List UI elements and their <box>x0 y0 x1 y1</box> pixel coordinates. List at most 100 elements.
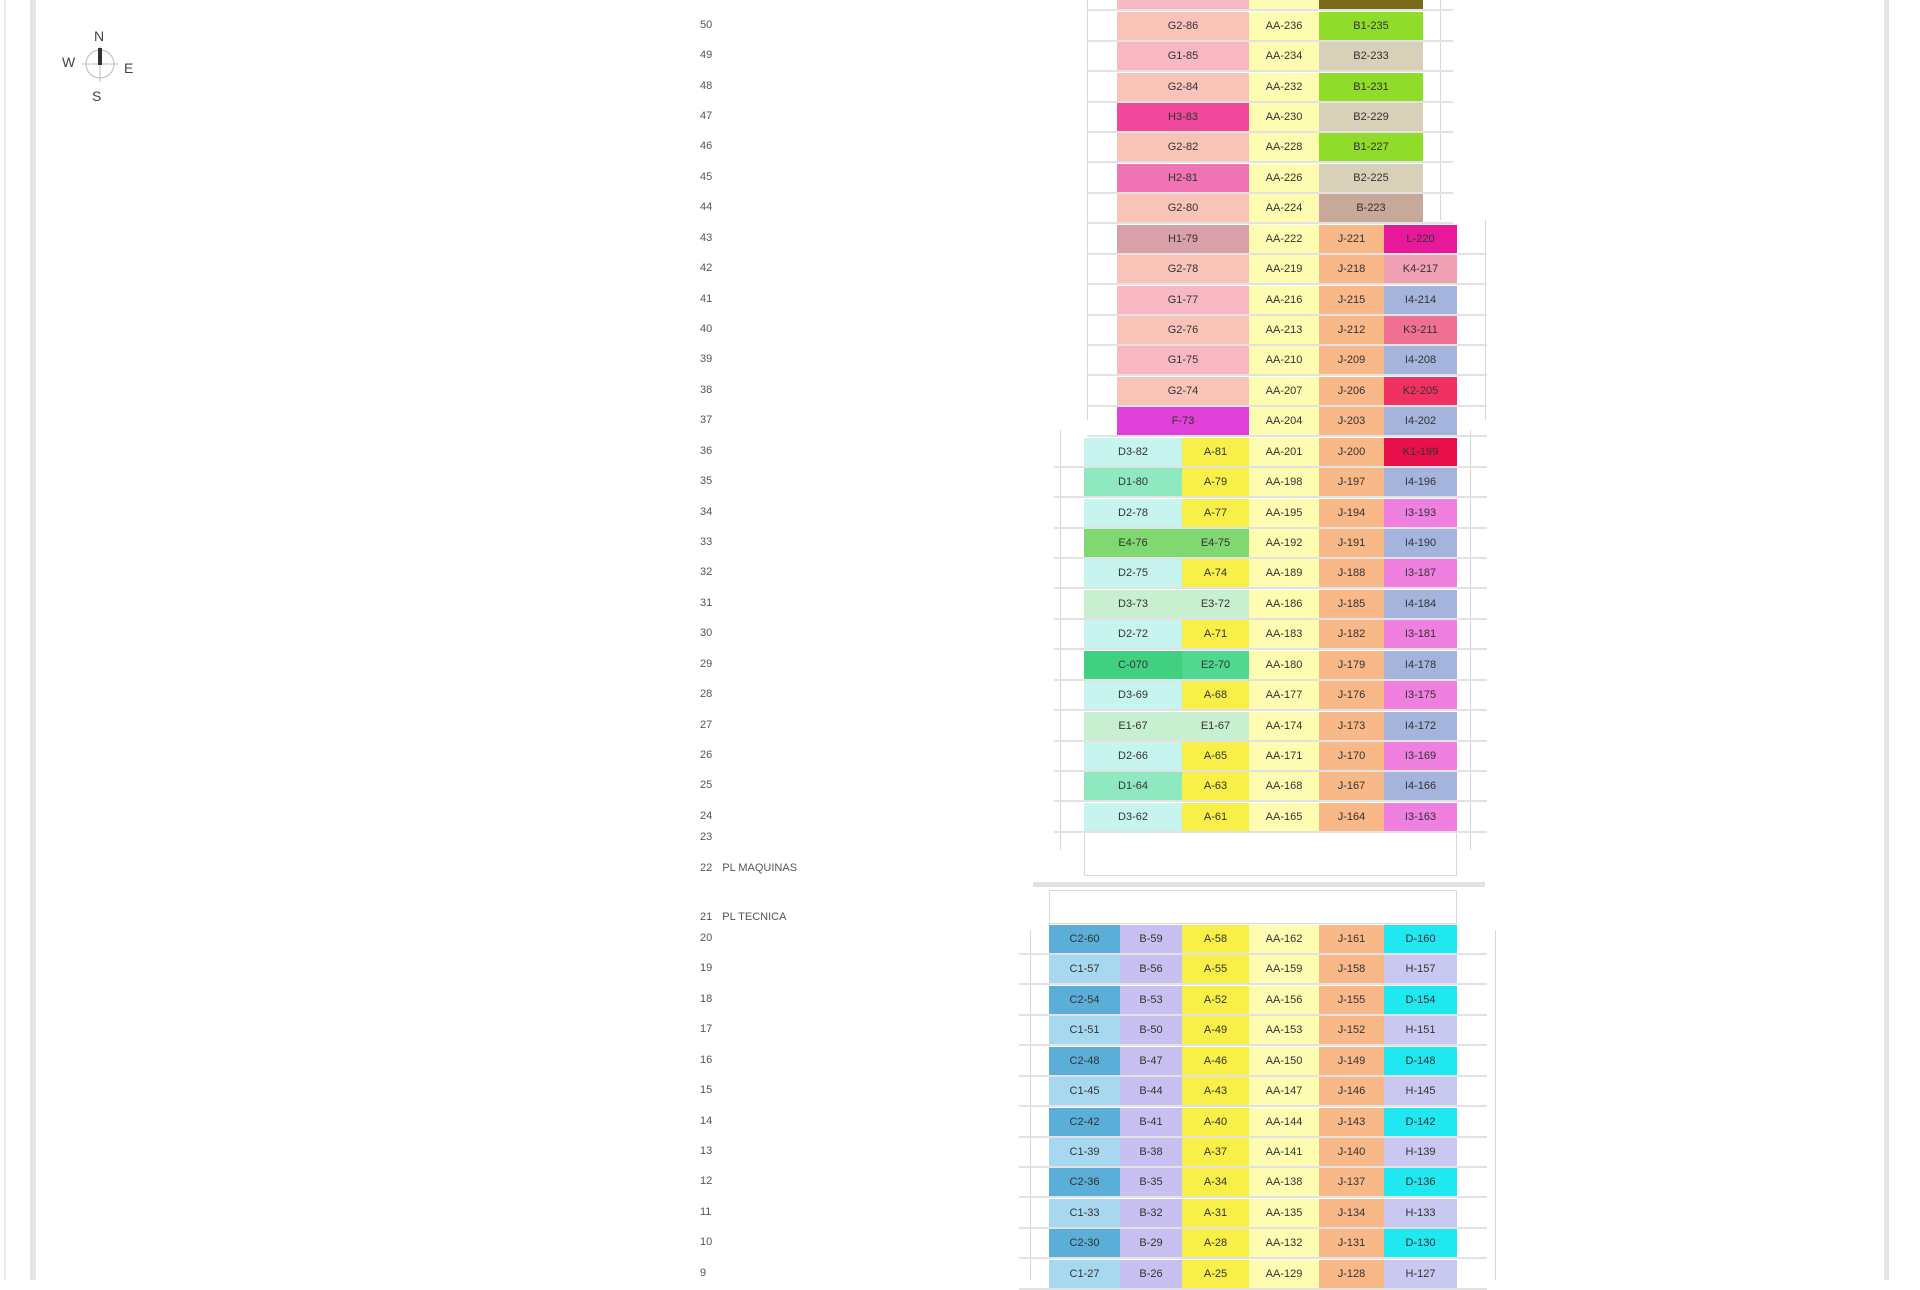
unit-cell[interactable]: B1-227 <box>1319 133 1423 161</box>
unit-cell[interactable]: G1-77 <box>1117 286 1249 314</box>
unit-cell[interactable]: AA-213 <box>1249 316 1319 344</box>
unit-cell[interactable]: B1-231 <box>1319 73 1423 101</box>
unit-cell[interactable]: B-38 <box>1120 1138 1182 1166</box>
unit-cell[interactable]: B2-233 <box>1319 42 1423 70</box>
unit-cell[interactable]: AA-232 <box>1249 73 1319 101</box>
unit-cell[interactable]: G2-76 <box>1117 316 1249 344</box>
unit-cell[interactable]: G2-86 <box>1117 12 1249 40</box>
unit-cell[interactable]: J-197 <box>1319 468 1384 496</box>
unit-cell[interactable]: B-50 <box>1120 1016 1182 1044</box>
unit-cell[interactable]: I4-190 <box>1384 529 1457 557</box>
unit-cell[interactable]: AA-228 <box>1249 133 1319 161</box>
unit-cell[interactable]: AA-204 <box>1249 407 1319 435</box>
unit-cell[interactable]: D3-73 <box>1084 590 1182 618</box>
unit-cell[interactable]: B-47 <box>1120 1047 1182 1075</box>
unit-cell[interactable]: J-152 <box>1319 1016 1384 1044</box>
unit-cell[interactable]: J-149 <box>1319 1047 1384 1075</box>
unit-cell[interactable]: I3-193 <box>1384 499 1457 527</box>
unit-cell[interactable]: AA-156 <box>1249 986 1319 1014</box>
unit-cell[interactable]: AA-226 <box>1249 164 1319 192</box>
unit-cell[interactable]: K2-205 <box>1384 377 1457 405</box>
unit-cell[interactable]: B-53 <box>1120 986 1182 1014</box>
unit-cell[interactable]: I3-163 <box>1384 803 1457 831</box>
unit-cell[interactable]: J-137 <box>1319 1168 1384 1196</box>
unit-cell[interactable]: C1-57 <box>1049 955 1120 983</box>
unit-cell[interactable]: AA-141 <box>1249 1138 1319 1166</box>
unit-cell[interactable]: A-79 <box>1182 468 1249 496</box>
unit-cell[interactable]: C-070 <box>1084 651 1182 679</box>
unit-cell[interactable]: C2-54 <box>1049 986 1120 1014</box>
unit-cell[interactable]: J-200 <box>1319 438 1384 466</box>
unit-cell[interactable]: J-206 <box>1319 377 1384 405</box>
unit-cell[interactable]: A-71 <box>1182 620 1249 648</box>
unit-cell[interactable]: B-35 <box>1120 1168 1182 1196</box>
unit-cell[interactable]: D-148 <box>1384 1047 1457 1075</box>
unit-cell[interactable]: J-173 <box>1319 712 1384 740</box>
unit-cell[interactable]: J-203 <box>1319 407 1384 435</box>
unit-cell[interactable]: B-32 <box>1120 1199 1182 1227</box>
unit-cell[interactable]: AA-207 <box>1249 377 1319 405</box>
unit-cell[interactable]: A-58 <box>1182 925 1249 953</box>
unit-cell[interactable]: K3-211 <box>1384 316 1457 344</box>
unit-cell[interactable]: AA-238 <box>1249 0 1319 9</box>
unit-cell[interactable]: A-34 <box>1182 1168 1249 1196</box>
unit-cell[interactable]: AA-186 <box>1249 590 1319 618</box>
unit-cell[interactable]: A-68 <box>1182 681 1249 709</box>
unit-cell[interactable]: J-164 <box>1319 803 1384 831</box>
unit-cell[interactable]: E3-72 <box>1182 590 1249 618</box>
unit-cell[interactable]: C2-48 <box>1049 1047 1120 1075</box>
unit-cell[interactable]: J-176 <box>1319 681 1384 709</box>
unit-cell[interactable]: B-26 <box>1120 1260 1182 1288</box>
unit-cell[interactable]: A-61 <box>1182 803 1249 831</box>
unit-cell[interactable]: AA-162 <box>1249 925 1319 953</box>
unit-cell[interactable]: AA-138 <box>1249 1168 1319 1196</box>
unit-cell[interactable]: J-155 <box>1319 986 1384 1014</box>
unit-cell[interactable]: AA-144 <box>1249 1108 1319 1136</box>
unit-cell[interactable]: J-179 <box>1319 651 1384 679</box>
unit-cell[interactable]: C2-36 <box>1049 1168 1120 1196</box>
unit-cell[interactable]: B-29 <box>1120 1229 1182 1257</box>
unit-cell[interactable]: J-212 <box>1319 316 1384 344</box>
unit-cell[interactable]: B2-229 <box>1319 103 1423 131</box>
unit-cell[interactable]: F-73 <box>1117 407 1249 435</box>
unit-cell[interactable]: D-160 <box>1384 925 1457 953</box>
unit-cell[interactable]: H-145 <box>1384 1077 1457 1105</box>
unit-cell[interactable]: C1-45 <box>1049 1077 1120 1105</box>
unit-cell[interactable]: J-140 <box>1319 1138 1384 1166</box>
unit-cell[interactable]: AA-150 <box>1249 1047 1319 1075</box>
unit-cell[interactable]: J-170 <box>1319 742 1384 770</box>
unit-cell[interactable]: G1-85 <box>1117 42 1249 70</box>
unit-cell[interactable]: I4-166 <box>1384 772 1457 800</box>
unit-cell[interactable]: I4-184 <box>1384 590 1457 618</box>
unit-cell[interactable]: I4-214 <box>1384 286 1457 314</box>
unit-cell[interactable]: H-133 <box>1384 1199 1457 1227</box>
unit-cell[interactable]: J-221 <box>1319 225 1384 253</box>
unit-cell[interactable]: D2-66 <box>1084 742 1182 770</box>
unit-cell[interactable]: I4-208 <box>1384 346 1457 374</box>
unit-cell[interactable]: A-43 <box>1182 1077 1249 1105</box>
unit-cell[interactable]: J-143 <box>1319 1108 1384 1136</box>
unit-cell[interactable]: A-77 <box>1182 499 1249 527</box>
unit-cell[interactable]: AA-224 <box>1249 194 1319 222</box>
unit-cell[interactable]: J-146 <box>1319 1077 1384 1105</box>
unit-cell[interactable]: C1-33 <box>1049 1199 1120 1227</box>
unit-cell[interactable]: B-44 <box>1120 1077 1182 1105</box>
unit-cell[interactable]: K1-199 <box>1384 438 1457 466</box>
unit-cell[interactable]: AA-171 <box>1249 742 1319 770</box>
unit-cell[interactable]: A-74 <box>1182 559 1249 587</box>
unit-cell[interactable]: B1-235 <box>1319 12 1423 40</box>
unit-cell[interactable]: I3-175 <box>1384 681 1457 709</box>
unit-cell[interactable]: J-194 <box>1319 499 1384 527</box>
unit-cell[interactable]: AA-153 <box>1249 1016 1319 1044</box>
unit-cell[interactable]: J-161 <box>1319 925 1384 953</box>
unit-cell[interactable]: C2-30 <box>1049 1229 1120 1257</box>
unit-cell[interactable]: A-81 <box>1182 438 1249 466</box>
unit-cell[interactable]: AA-159 <box>1249 955 1319 983</box>
unit-cell[interactable]: C1-39 <box>1049 1138 1120 1166</box>
unit-cell[interactable]: AA-210 <box>1249 346 1319 374</box>
unit-cell[interactable]: I4-178 <box>1384 651 1457 679</box>
unit-cell[interactable]: I3-181 <box>1384 620 1457 648</box>
unit-cell[interactable]: J-134 <box>1319 1199 1384 1227</box>
unit-cell[interactable]: AA-180 <box>1249 651 1319 679</box>
unit-cell[interactable]: E4-75 <box>1182 529 1249 557</box>
